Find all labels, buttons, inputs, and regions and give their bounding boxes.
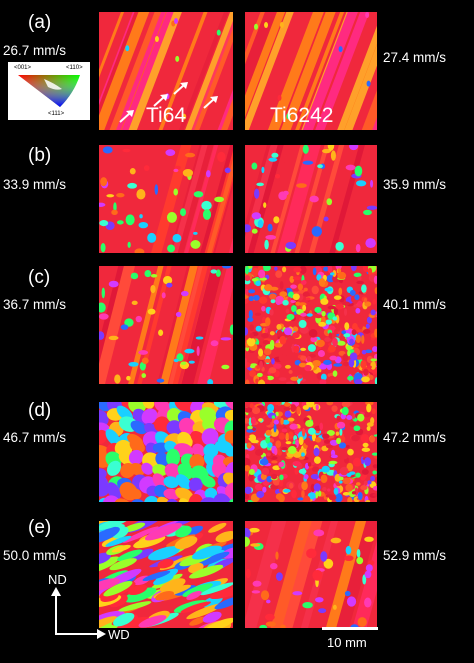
ebsd-map-a-ti64 (99, 12, 233, 130)
scale-bar (322, 627, 378, 630)
panel-c-right-speed: 40.1 mm/s (383, 297, 447, 312)
ebsd-map-d-ti6242 (245, 402, 377, 502)
ipf-key-001-label: <001> (14, 65, 32, 71)
orientation-axes-arrows (51, 587, 106, 639)
ipf-key-111-label: <111> (48, 111, 65, 117)
ipf-color-key: <001> <110> <111> (8, 62, 90, 120)
panel-d-letter: (d) (28, 400, 52, 421)
panel-d-right-speed: 47.2 mm/s (383, 430, 447, 445)
panel-b-right-speed: 35.9 mm/s (383, 177, 447, 192)
panel-d-left-speed: 46.7 mm/s (3, 430, 67, 445)
panel-e-right-speed: 52.9 mm/s (383, 548, 447, 563)
ipf-key-triangle (18, 75, 80, 107)
panel-a-right-speed: 27.4 mm/s (383, 50, 447, 65)
axis-label-wd: WD (108, 627, 130, 642)
axis-label-nd: ND (48, 572, 67, 587)
ebsd-map-c-ti64 (99, 266, 233, 384)
ebsd-map-d-ti64 (99, 402, 233, 502)
ebsd-map-e-ti64 (99, 521, 233, 628)
panel-a-left-speed: 26.7 mm/s (3, 43, 67, 58)
ebsd-map-e-ti6242 (245, 521, 377, 628)
panel-b-left-speed: 33.9 mm/s (3, 177, 67, 192)
panel-e-left-speed: 50.0 mm/s (3, 548, 67, 563)
alloy-label-ti64: Ti64 (146, 104, 187, 127)
panel-c-letter: (c) (28, 267, 51, 288)
ebsd-map-a-ti6242 (245, 12, 377, 130)
ebsd-map-b-ti6242 (245, 145, 377, 253)
ebsd-map-b-ti64 (99, 145, 233, 253)
scale-bar-label: 10 mm (327, 635, 367, 650)
panel-e-letter: (e) (28, 517, 52, 538)
panel-a-letter: (a) (28, 12, 52, 33)
grain-arrows-icon (119, 82, 218, 123)
panel-c-left-speed: 36.7 mm/s (3, 297, 67, 312)
panel-b-letter: (b) (28, 145, 52, 166)
alloy-label-ti6242: Ti6242 (270, 104, 334, 127)
ebsd-map-c-ti6242 (245, 266, 377, 384)
ipf-key-110-label: <110> (66, 65, 83, 71)
